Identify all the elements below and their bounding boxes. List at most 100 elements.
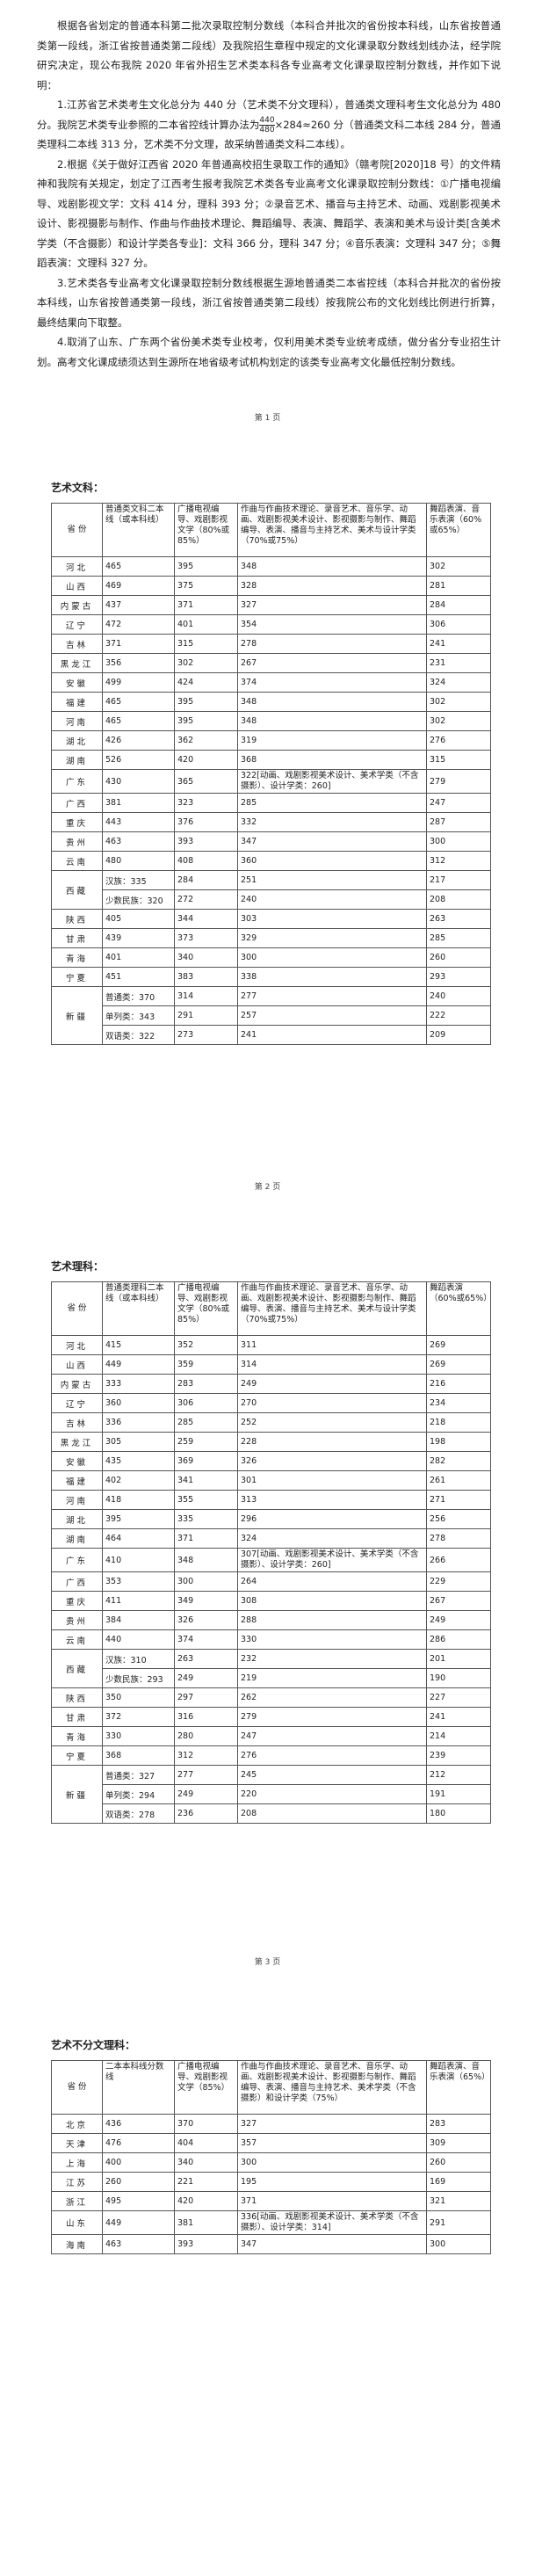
cell: 410 xyxy=(102,1548,175,1572)
province: 安徽 xyxy=(51,1451,103,1471)
cell: 348 xyxy=(174,1548,238,1572)
cell: 395 xyxy=(174,692,238,712)
province: 河南 xyxy=(51,1490,103,1510)
table-title: 艺术不分文理科： xyxy=(51,2039,136,2051)
row: 宁夏 451 383 338 293 xyxy=(51,967,491,987)
cell: 326 xyxy=(237,1451,427,1471)
cell: 370 xyxy=(174,2114,238,2134)
cell: 267 xyxy=(426,1591,491,1611)
cell: 440 xyxy=(102,1629,175,1650)
cell: 375 xyxy=(174,576,238,596)
cell: 280 xyxy=(174,1726,238,1746)
row: 山西 469 375 328 281 xyxy=(51,576,491,596)
cell: 219 xyxy=(237,1668,427,1688)
cell: 326 xyxy=(174,1610,238,1630)
header-cell: 舞蹈表演、音乐表演（65%） xyxy=(426,2060,491,2115)
province: 辽宁 xyxy=(51,614,103,635)
score-table: 省 份普通类理科二本线（或本科线） 广播电视编导、戏剧影视文学（80%或85%）作… xyxy=(51,1281,492,1824)
cell: 239 xyxy=(426,1745,491,1766)
province: 青海 xyxy=(51,947,103,968)
cell: 372 xyxy=(102,1707,175,1727)
province: 吉林 xyxy=(51,634,103,654)
cell: 259 xyxy=(174,1432,238,1452)
row: 宁夏 368 312 276 239 xyxy=(51,1745,491,1766)
province: 内蒙古 xyxy=(51,595,103,615)
header-row: 省 份普通类理科二本线（或本科线） 广播电视编导、戏剧影视文学（80%或85%）作… xyxy=(51,1281,492,1336)
cell: 384 xyxy=(102,1610,175,1630)
cell: 300 xyxy=(426,2234,491,2254)
cell: 411 xyxy=(102,1591,175,1611)
cell: 395 xyxy=(174,556,238,577)
cell: 297 xyxy=(174,1687,238,1708)
cell: 241 xyxy=(237,1025,427,1045)
cell: 256 xyxy=(426,1509,491,1529)
cell: 300 xyxy=(237,2152,427,2173)
row: 黑龙江 356 302 267 231 xyxy=(51,653,491,673)
cell: 214 xyxy=(426,1726,491,1746)
cell: 283 xyxy=(174,1374,238,1394)
cell: 270 xyxy=(237,1393,427,1413)
cell: 281 xyxy=(426,576,491,596)
cell: 217 xyxy=(426,870,491,890)
cell: 405 xyxy=(102,909,175,929)
row: 双语类：322 273 241 209 xyxy=(52,1025,491,1045)
cell: 279 xyxy=(237,1707,427,1727)
cell: 286 xyxy=(426,1629,491,1650)
row: 重庆 443 376 332 287 xyxy=(51,812,491,832)
cell: 356 xyxy=(102,653,175,673)
province: 广东 xyxy=(51,1548,103,1572)
cell: 415 xyxy=(102,1335,175,1355)
row: 甘肃 439 373 329 285 xyxy=(51,928,491,948)
cell: 463 xyxy=(102,831,175,852)
cell: 302 xyxy=(426,692,491,712)
cell: 291 xyxy=(174,1005,238,1026)
cell: 451 xyxy=(102,967,175,987)
cell: 393 xyxy=(174,831,238,852)
header-cell: 作曲与作曲技术理论、录音艺术、音乐学、动画、戏剧影视美术设计、影视摄影与制作、舞… xyxy=(237,503,427,557)
province: 山西 xyxy=(51,1354,103,1375)
header-cell: 省 份 xyxy=(51,1281,103,1336)
cell: 303 xyxy=(237,909,427,929)
cell: 291 xyxy=(426,2210,491,2235)
cell: 单列类：294 xyxy=(102,1784,175,1804)
province: 安徽 xyxy=(51,672,103,693)
row: 浙江 495 420 371 321 xyxy=(51,2191,491,2211)
cell: 220 xyxy=(237,1784,427,1804)
province: 上海 xyxy=(51,2152,103,2173)
province: 黑龙江 xyxy=(51,653,103,673)
province: 甘肃 xyxy=(51,928,103,948)
province: 宁夏 xyxy=(51,1745,103,1766)
cell: 408 xyxy=(174,851,238,871)
cell: 263 xyxy=(426,909,491,929)
cell: 293 xyxy=(426,967,491,987)
province: 浙江 xyxy=(51,2191,103,2211)
cell: 465 xyxy=(102,711,175,731)
denominator: 480 xyxy=(259,125,275,134)
province: 宁夏 xyxy=(51,967,103,987)
cell: 262 xyxy=(237,1687,427,1708)
cell: 371 xyxy=(174,595,238,615)
cell: 312 xyxy=(174,1745,238,1766)
cell: 285 xyxy=(426,928,491,948)
cell: 353 xyxy=(102,1571,175,1592)
cell: 335 xyxy=(174,1509,238,1529)
cell: 195 xyxy=(237,2172,427,2192)
cell: 249 xyxy=(237,1374,427,1394)
header-cell: 广播电视编导、戏剧影视文学（85%） xyxy=(174,2060,238,2115)
cell: 476 xyxy=(102,2133,175,2153)
cell: 418 xyxy=(102,1490,175,1510)
province: 新疆 xyxy=(51,986,103,1045)
cell: 264 xyxy=(237,1571,427,1592)
intro: 根据各省划定的普通本科第二批次录取控制分数线（本科合并批次的省份按本科线，山东省… xyxy=(37,19,501,91)
cell: 374 xyxy=(237,672,427,693)
cell: 311 xyxy=(237,1335,427,1355)
cell: 469 xyxy=(102,576,175,596)
province: 广西 xyxy=(51,793,103,813)
cell: 368 xyxy=(102,1745,175,1766)
item: 1.江苏省艺术类考生文化总分为 440 分（艺术类不分文理科），普通类文理科考生… xyxy=(37,95,501,155)
cell: 285 xyxy=(237,793,427,813)
cell: 357 xyxy=(237,2133,427,2153)
cell: 240 xyxy=(426,986,491,1006)
row: 湖北 395 335 296 256 xyxy=(51,1509,491,1529)
cell: 383 xyxy=(174,967,238,987)
